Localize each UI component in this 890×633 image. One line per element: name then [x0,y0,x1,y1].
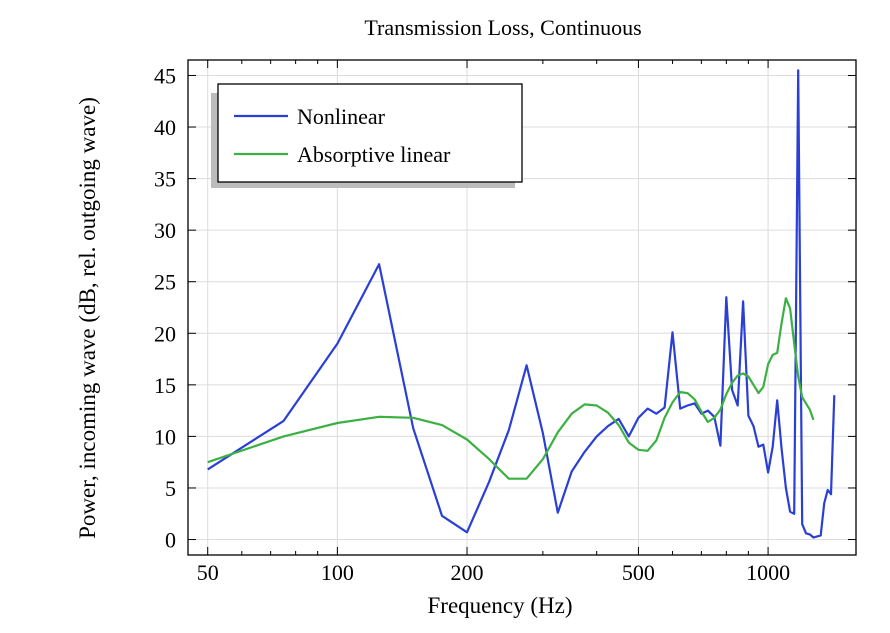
series-line-1 [207,69,836,539]
x-tick-label: 100 [321,560,354,585]
y-tick-label: 35 [154,167,176,192]
y-tick-label: 15 [154,373,176,398]
y-tick-label: 0 [165,528,176,553]
chart-title: Transmission Loss, Continuous [364,15,641,40]
x-tick-label: 500 [622,560,655,585]
y-axis-label: Power, incoming wave (dB, rel. outgoing … [75,97,100,539]
series-layer [207,69,836,539]
y-tick-label: 40 [154,115,176,140]
legend-label-1: Nonlinear [297,104,386,129]
x-tick-label: 1000 [746,560,790,585]
legend-label-2: Absorptive linear [297,142,451,167]
x-tick-label: 50 [197,560,219,585]
y-tick-label: 20 [154,321,176,346]
x-tick-label: 200 [451,560,484,585]
y-tick-label: 45 [154,63,176,88]
x-axis-label: Frequency (Hz) [428,593,573,618]
plot-frame [187,59,857,556]
legend: Nonlinear Absorptive linear [211,83,523,188]
ticks: 50 100 200 500 1000 0 5 10 15 20 25 30 35 40 45 [154,60,856,585]
y-tick-label: 5 [165,476,176,501]
y-tick-label: 10 [154,424,176,449]
y-tick-label: 25 [154,270,176,295]
series-line-2 [207,297,815,480]
y-tick-label: 30 [154,218,176,243]
legend-box [217,83,523,183]
